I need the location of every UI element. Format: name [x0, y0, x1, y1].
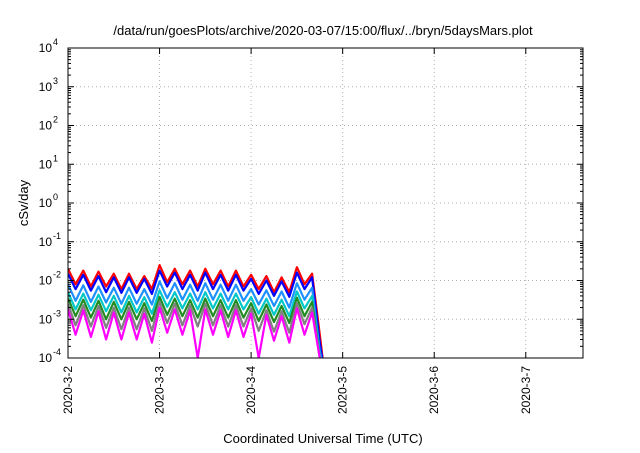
y-tick-exponent: 0: [53, 192, 58, 202]
series-line: [68, 269, 324, 358]
x-tick-label: 2020-3-6: [427, 366, 441, 414]
series-line: [68, 306, 321, 358]
series-line: [68, 289, 322, 358]
y-tick-exponent: -3: [53, 308, 61, 318]
x-tick-label: 2020-3-2: [61, 366, 75, 414]
y-tick-label: 10: [39, 235, 53, 249]
series-line: [68, 264, 324, 358]
series-line: [68, 300, 321, 358]
x-tick-label: 2020-3-4: [244, 366, 258, 414]
y-tick-exponent: 1: [53, 153, 58, 163]
y-tick-exponent: 4: [53, 37, 58, 47]
y-tick-label: 10: [39, 80, 53, 94]
series-group: [68, 264, 324, 358]
series-line: [68, 280, 323, 358]
x-axis: 2020-3-2 2020-3-3 2020-3-4 2020-3-5 2020-3-6…: [61, 48, 533, 414]
y-tick-exponent: -4: [53, 347, 61, 357]
y-tick-label: 10: [39, 41, 53, 55]
y-tick-exponent: 3: [53, 76, 58, 86]
y-axis-label: cSv/day: [16, 179, 31, 226]
x-tick-label: 2020-3-5: [336, 366, 350, 414]
y-tick-label: 10: [39, 157, 53, 171]
y-tick-label: 10: [39, 351, 53, 365]
y-tick-label: 10: [39, 119, 53, 133]
series-line: [68, 295, 321, 358]
y-tick-label: 10: [39, 274, 53, 288]
y-tick-label: 10: [39, 196, 53, 210]
y-tick-exponent: 2: [53, 115, 58, 125]
x-tick-label: 2020-3-7: [519, 366, 533, 414]
y-tick-exponent: -1: [53, 231, 61, 241]
x-axis-label: Coordinated Universal Time (UTC): [223, 431, 422, 446]
y-tick-exponent: -2: [53, 270, 61, 280]
chart-title: /data/run/goesPlots/archive/2020-03-07/1…: [113, 23, 533, 38]
x-tick-label: 2020-3-3: [153, 366, 167, 414]
y-tick-label: 10: [39, 312, 53, 326]
